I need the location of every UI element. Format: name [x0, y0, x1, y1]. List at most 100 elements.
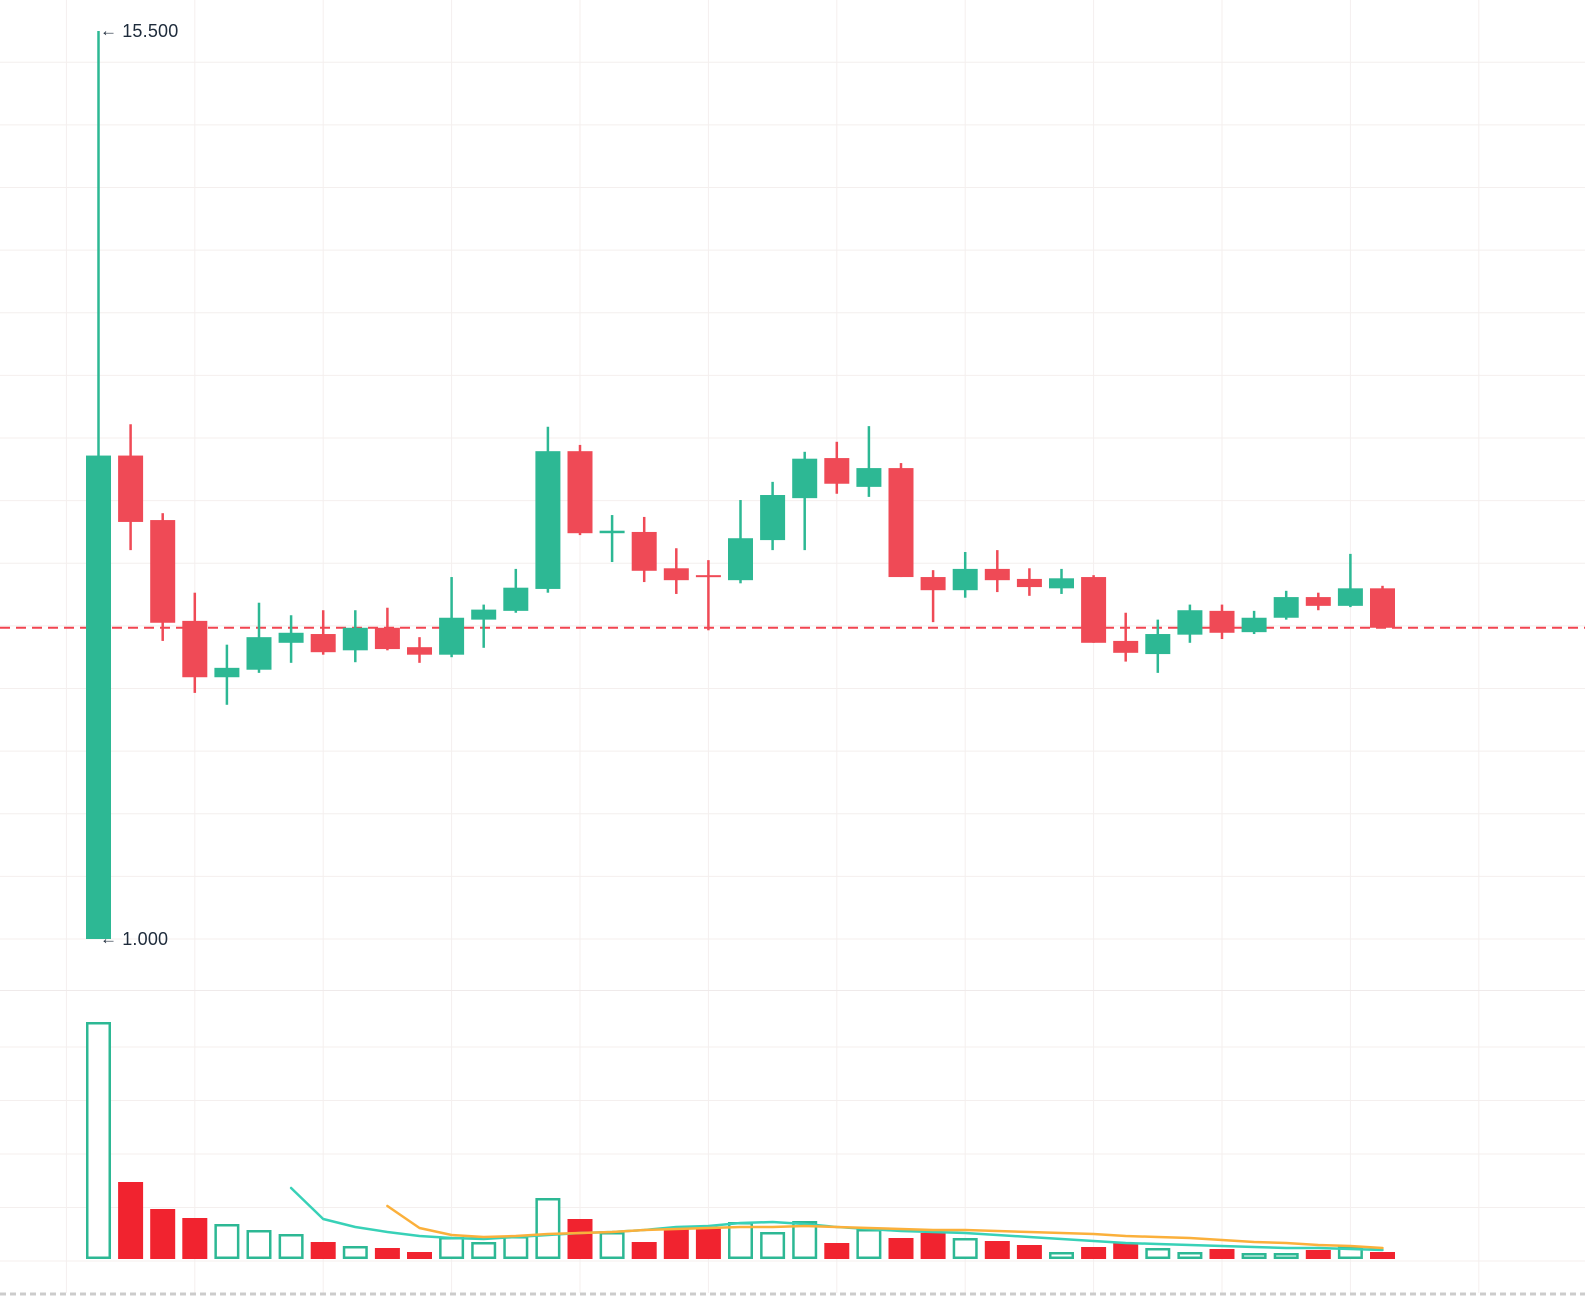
candle-body: [631, 531, 657, 571]
volume-bar-up: [792, 1221, 818, 1259]
candle-body: [824, 458, 850, 484]
volume-bar-down: [118, 1182, 144, 1259]
candle-wick: [482, 604, 485, 648]
volume-bar-up: [535, 1198, 561, 1259]
volume-bar-down: [1305, 1250, 1331, 1259]
volume-bar-up: [471, 1242, 497, 1259]
candle-body: [952, 568, 978, 591]
candle-body: [599, 530, 625, 534]
candle-body: [888, 468, 914, 578]
volume-bar-up: [503, 1236, 529, 1259]
candle-body: [1016, 578, 1042, 588]
volume-bar-down: [374, 1248, 400, 1259]
candle-body: [1081, 577, 1107, 643]
volume-bar-down: [1113, 1243, 1139, 1259]
volume-bar-up: [1049, 1252, 1074, 1259]
volume-bar-up: [246, 1230, 272, 1259]
volume-bar-up: [439, 1237, 465, 1259]
volume-bar-up: [856, 1229, 882, 1259]
volume-bar-down: [310, 1242, 336, 1259]
candle-body: [760, 495, 786, 541]
candle-body: [1177, 610, 1203, 635]
volume-bar-up: [214, 1224, 240, 1259]
candle-body: [150, 520, 176, 623]
volume-bar-down: [407, 1252, 432, 1259]
candle-wick: [610, 515, 614, 563]
volume-bar-up: [342, 1246, 368, 1259]
volume-bar-down: [631, 1242, 657, 1259]
volume-bar-down: [984, 1241, 1010, 1259]
candle-body: [342, 627, 368, 651]
candle-wick: [1124, 612, 1127, 662]
volume-bar-down: [182, 1218, 208, 1259]
candle-wick: [707, 560, 710, 631]
candle-body: [471, 609, 497, 620]
volume-bar-up: [1177, 1252, 1203, 1259]
volume-bar-up: [1241, 1253, 1267, 1259]
candle-body: [535, 451, 561, 589]
candle-body: [214, 667, 240, 678]
candle-wick: [931, 570, 935, 623]
volume-bar-up: [760, 1232, 786, 1259]
candle-body: [310, 634, 336, 653]
volume-pane: [86, 1022, 1395, 1259]
candle-body: [856, 468, 882, 487]
candle-body: [118, 455, 144, 522]
volume-bar-down: [1209, 1249, 1235, 1259]
candle-body: [920, 577, 946, 591]
volume-bar-up: [599, 1232, 625, 1259]
volume-bar-down: [824, 1243, 850, 1259]
low-price-label: ← 1.000: [100, 928, 168, 950]
volume-bar-down: [695, 1228, 721, 1259]
candle-body: [246, 637, 272, 670]
candle-wick: [1349, 553, 1352, 608]
volume-bar-up: [86, 1022, 111, 1259]
candle-body: [439, 617, 465, 655]
volume-bar-down: [1081, 1247, 1107, 1259]
candle-body: [374, 627, 400, 650]
candle-body: [1113, 640, 1139, 653]
candle-body: [182, 620, 208, 678]
candle-wick: [450, 577, 453, 658]
volume-bar-down: [1016, 1245, 1042, 1259]
candle-body: [1209, 610, 1235, 633]
candle-body: [407, 647, 432, 655]
volume-bar-down: [150, 1209, 176, 1259]
volume-bar-up: [952, 1238, 978, 1259]
volume-bar-down: [1370, 1252, 1395, 1259]
candle-body: [1370, 588, 1395, 628]
volume-bar-up: [1145, 1248, 1171, 1259]
volume-ma-slow-line: [386, 1204, 1384, 1250]
high-price-label: ← 15.500: [100, 20, 178, 42]
candle-body: [663, 568, 689, 581]
candle-body: [1145, 634, 1171, 655]
candle-wick: [321, 610, 325, 655]
volume-bar-down: [888, 1238, 914, 1259]
volume-bar-up: [1273, 1253, 1299, 1259]
volume-bar-up: [278, 1234, 304, 1259]
candle-body: [1305, 597, 1331, 606]
candle-body: [728, 538, 753, 581]
volume-bar-down: [920, 1233, 946, 1259]
candle-body: [86, 455, 111, 939]
left-arrow-icon: ←: [100, 928, 118, 948]
candle-body: [567, 451, 593, 534]
candle-wick: [867, 426, 871, 497]
candle-body: [503, 587, 529, 611]
candle-body: [1273, 597, 1299, 618]
candle-body: [1241, 617, 1267, 633]
high-price-text: 15.500: [122, 21, 179, 41]
candles: [86, 31, 1395, 939]
candle-body: [1049, 578, 1074, 589]
candle-wick: [803, 451, 806, 551]
candle-body: [278, 632, 304, 643]
volume-bar-down: [663, 1227, 689, 1259]
candle-body: [695, 575, 721, 578]
left-arrow-icon: ←: [100, 21, 118, 40]
low-price-text: 1.000: [122, 928, 169, 949]
candle-body: [792, 458, 818, 499]
candle-body: [984, 568, 1010, 581]
